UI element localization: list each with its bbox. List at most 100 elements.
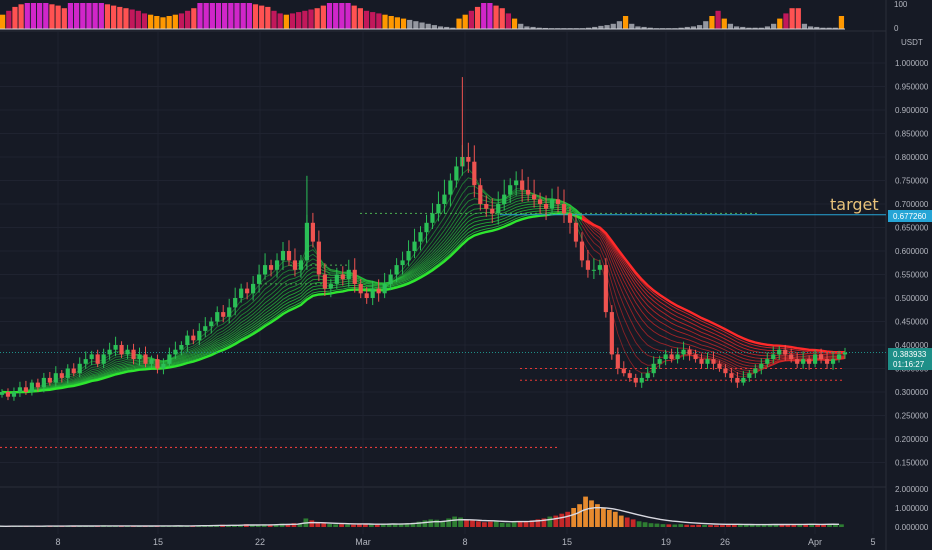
top-indicator-bar <box>49 4 55 30</box>
candle-body <box>585 260 591 270</box>
candle-body <box>59 373 64 378</box>
candle-body <box>119 345 124 355</box>
candle-body <box>532 194 537 200</box>
volume-bar <box>797 524 803 527</box>
top-indicator-bar <box>536 27 542 29</box>
volume-ma-line <box>0 507 840 528</box>
top-indicator-bar <box>622 16 629 29</box>
price-tick-label: 0.950000 <box>895 83 929 92</box>
candle-body <box>430 213 435 223</box>
candle-body <box>125 349 130 355</box>
top-indicator-bar <box>413 21 419 29</box>
price-tick-label: 0.800000 <box>895 153 929 162</box>
ribbon-line-bear <box>581 214 846 360</box>
candle-body <box>412 241 417 251</box>
top-indicator-bar <box>308 9 314 29</box>
candle-body <box>418 232 423 242</box>
candle-body <box>322 274 327 289</box>
volume-bar <box>493 521 499 527</box>
candle-body <box>191 335 196 341</box>
price-tick-label: 0.300000 <box>895 388 929 397</box>
top-indicator-bar <box>542 27 549 29</box>
volume-bar <box>642 522 648 527</box>
top-indicator-bar <box>690 26 697 29</box>
top-indicator-bar <box>123 8 129 29</box>
top-indicator-bar <box>191 8 197 29</box>
top-indicator-bar <box>302 10 308 30</box>
candle-body <box>723 368 728 374</box>
volume-bar <box>523 521 529 527</box>
candle-body <box>406 251 411 261</box>
volume-bar <box>636 521 642 527</box>
top-indicator-bar <box>468 10 474 30</box>
candle-body <box>699 359 704 364</box>
candle-body <box>131 349 136 360</box>
top-indicator-bar <box>166 16 172 29</box>
top-indicator-bar <box>450 27 456 29</box>
top-indicator-bar <box>832 27 838 29</box>
top-indicator-bar <box>456 18 462 29</box>
volume-bar <box>749 524 755 527</box>
candle-body <box>603 265 608 313</box>
volume-bar <box>368 524 374 527</box>
volume-bar <box>482 522 487 527</box>
candle-body <box>597 265 602 270</box>
volume-bar <box>261 524 267 527</box>
ribbon-line-bear <box>581 214 846 359</box>
price-candles <box>0 77 848 401</box>
candle-body <box>573 222 579 242</box>
top-indicator-bar <box>481 3 487 29</box>
top-indicator-bar <box>758 27 764 29</box>
top-indicator-bar <box>12 6 18 30</box>
candle-body <box>615 354 620 369</box>
candle-body <box>334 274 339 284</box>
top-indicator-bar <box>37 3 43 29</box>
volume-bar <box>255 525 261 527</box>
candle-body <box>209 321 214 327</box>
top-indicator-bar <box>740 26 746 29</box>
volume-tick-label: 2.000000 <box>895 485 929 494</box>
candle-body <box>11 392 17 397</box>
volume-bar <box>535 519 541 527</box>
price-tick-label: 0.250000 <box>895 412 929 421</box>
candle-body <box>824 359 830 364</box>
candle-body <box>681 349 686 355</box>
volume-bar <box>839 524 844 527</box>
volume-bar <box>458 517 463 527</box>
top-indicator-bar <box>333 3 339 29</box>
candle-body <box>65 368 70 378</box>
volume-bar <box>761 524 767 527</box>
candle-body <box>639 377 644 383</box>
candle-body <box>149 359 154 364</box>
volume-bar <box>386 523 392 527</box>
x-tick-label: 8 <box>462 537 467 547</box>
candle-body <box>442 194 447 204</box>
candle-body <box>543 204 549 209</box>
candle-body <box>657 359 662 364</box>
volume-bar <box>428 519 434 527</box>
candle-body <box>448 180 453 195</box>
volume-bar <box>714 525 719 527</box>
volume-bar <box>589 500 594 527</box>
candle-body <box>765 359 770 364</box>
volume-bar <box>499 522 505 527</box>
volume-tick-label: 1.000000 <box>895 504 929 513</box>
candle-body <box>741 377 746 383</box>
candle-body <box>711 359 716 364</box>
candle-body <box>215 312 220 322</box>
top-indicator-bar <box>826 27 832 29</box>
volume-bar <box>779 524 785 527</box>
volume-bar <box>333 524 338 527</box>
volume-bar <box>815 524 821 527</box>
volume-bar <box>791 524 797 527</box>
candle-body <box>83 359 88 364</box>
top-indicator-bar <box>610 23 616 29</box>
volume-bar <box>654 523 660 527</box>
top-indicator-bar <box>437 26 444 29</box>
candle-body <box>801 359 806 364</box>
volume-bar <box>487 521 493 527</box>
volume-bar <box>410 522 416 527</box>
volume-bar <box>529 520 535 527</box>
ribbon-line-bear <box>581 215 846 357</box>
